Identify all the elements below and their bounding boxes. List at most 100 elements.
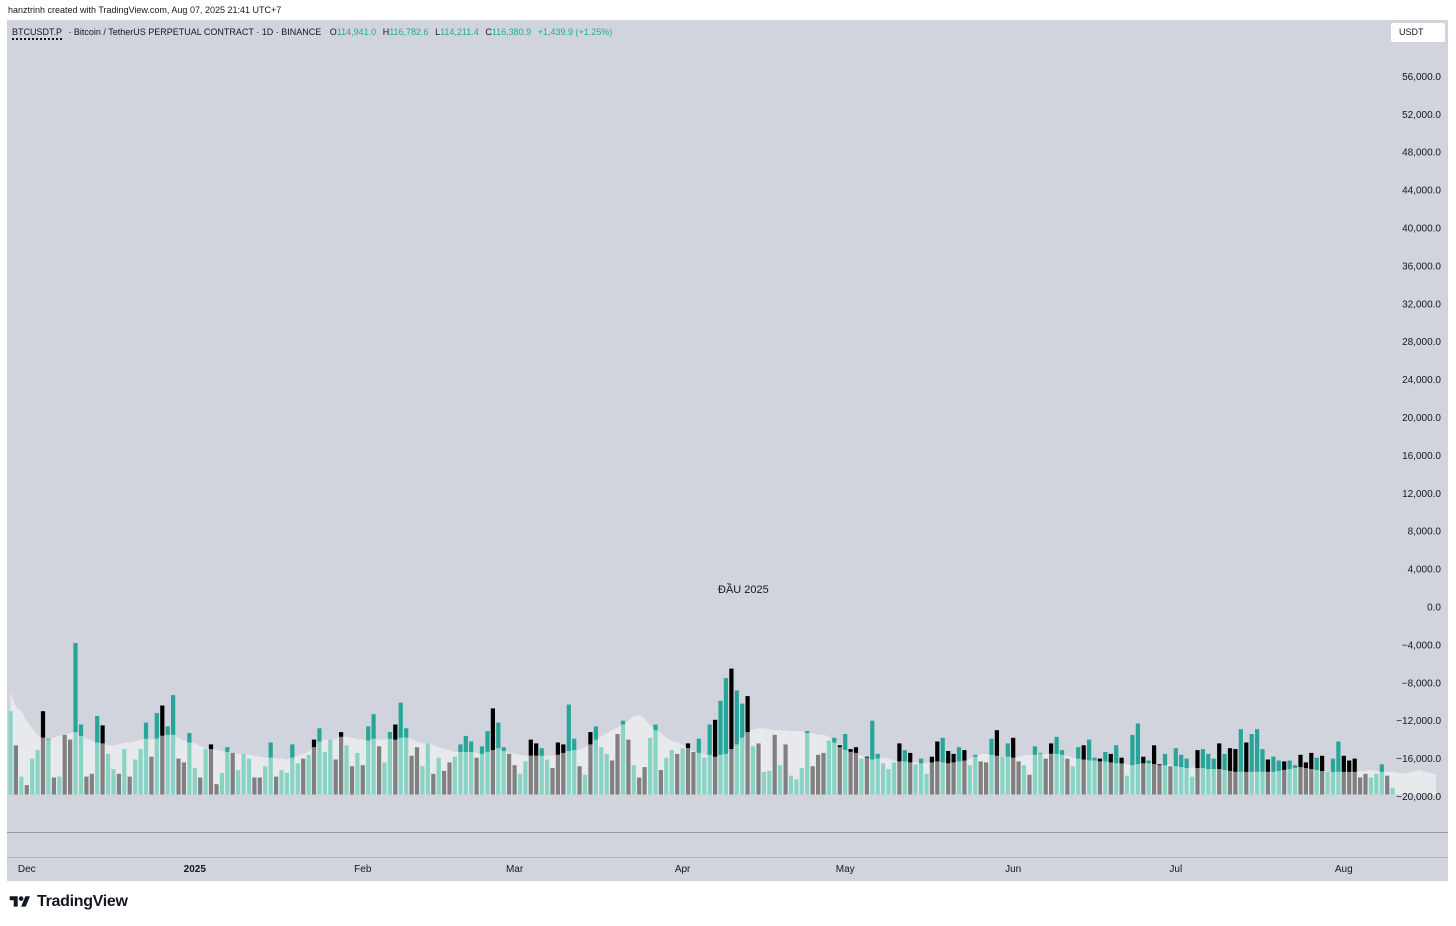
- volume-bar-excess: [707, 724, 712, 755]
- volume-bar: [214, 784, 219, 795]
- chart-frame[interactable]: 56,000.0 52,000.0 48,000.0 44,000.0 40,000.0…: [7, 20, 1448, 881]
- volume-bar: [1368, 777, 1373, 795]
- volume-bar-excess: [1352, 758, 1357, 772]
- volume-bar: [463, 752, 468, 795]
- volume-bar: [1265, 771, 1270, 795]
- volume-bar: [1238, 771, 1243, 795]
- volume-bar: [848, 752, 853, 795]
- volume-bar: [550, 768, 555, 795]
- volume-bar: [507, 753, 512, 795]
- volume-bar: [1190, 776, 1195, 795]
- volume-bar-excess: [165, 726, 170, 735]
- volume-bar-excess: [463, 735, 468, 752]
- volume-bar-excess: [956, 747, 962, 762]
- volume-bar: [929, 762, 934, 795]
- volume-bar: [675, 753, 680, 795]
- volume-bar: [1206, 769, 1211, 795]
- volume-bar: [339, 736, 344, 795]
- volume-bar: [956, 761, 962, 795]
- volume-bar-excess: [469, 741, 474, 752]
- volume-bar: [1303, 768, 1308, 795]
- volume-bar: [138, 749, 143, 795]
- volume-bar: [1363, 773, 1368, 795]
- close-label: C: [485, 27, 492, 37]
- volume-bar: [572, 750, 577, 795]
- volume-bar-excess: [1287, 760, 1292, 769]
- close-value: 116,380.9: [491, 27, 532, 37]
- volume-bar: [1217, 769, 1222, 795]
- volume-bar-excess: [696, 738, 701, 753]
- volume-bar-excess: [1152, 745, 1157, 765]
- volume-bar: [236, 770, 241, 795]
- volume-bar: [143, 738, 149, 795]
- volume-bar-excess: [908, 752, 913, 763]
- symbol-name[interactable]: BTCUSDT.P: [12, 27, 62, 40]
- volume-bar-excess: [740, 703, 745, 738]
- volume-bar: [1097, 761, 1102, 795]
- y-tick-label: 8,000.0: [1408, 527, 1442, 538]
- tradingview-logo[interactable]: TradingView: [9, 893, 128, 911]
- volume-bar: [859, 758, 864, 795]
- volume-bar: [707, 754, 712, 795]
- volume-bar: [1233, 771, 1238, 795]
- volume-bar: [442, 770, 447, 795]
- volume-bar: [230, 752, 235, 795]
- volume-bar: [160, 735, 165, 795]
- y-tick-label: 40,000.0: [1402, 224, 1441, 235]
- volume-bar: [198, 777, 203, 795]
- volume-bar: [512, 765, 517, 795]
- volume-bar: [723, 753, 728, 795]
- volume-bar: [978, 761, 983, 795]
- volume-bar: [750, 746, 756, 795]
- volume-bar-excess: [366, 726, 371, 741]
- pane-separator[interactable]: [7, 832, 1448, 833]
- volume-bar: [1059, 754, 1065, 795]
- volume-bar: [1054, 753, 1059, 795]
- volume-bar: [377, 746, 382, 795]
- volume-bar: [187, 742, 192, 795]
- volume-bar: [127, 776, 132, 795]
- volume-bar-excess: [1173, 748, 1178, 767]
- volume-chart[interactable]: 56,000.0 52,000.0 48,000.0 44,000.0 40,000.0…: [7, 20, 1448, 881]
- x-tick-label: Feb: [354, 864, 372, 875]
- volume-bar: [886, 769, 891, 795]
- volume-bar: [301, 758, 306, 795]
- volume-bar-excess: [1059, 750, 1065, 755]
- y-tick-label: 16,000.0: [1402, 451, 1441, 462]
- volume-bar-excess: [485, 731, 490, 752]
- currency-badge[interactable]: USDT: [1391, 23, 1445, 42]
- volume-bar-excess: [946, 751, 951, 764]
- volume-bar: [13, 745, 18, 795]
- volume-bar-excess: [734, 690, 739, 745]
- volume-bar-excess: [1303, 762, 1308, 769]
- volume-bar: [1222, 770, 1227, 795]
- volume-bar: [593, 739, 598, 795]
- volume-bar: [1341, 771, 1346, 795]
- volume-bar-excess: [723, 678, 728, 754]
- volume-bar: [469, 752, 474, 795]
- volume-bar: [30, 758, 35, 795]
- symbol-legend[interactable]: BTCUSDT.P · Bitcoin / TetherUS PERPETUAL…: [12, 27, 612, 40]
- volume-bar-excess: [805, 731, 810, 733]
- volume-bar: [555, 754, 560, 795]
- volume-bar: [805, 733, 810, 795]
- volume-bar-excess: [1222, 753, 1227, 770]
- volume-bar-excess: [187, 733, 192, 743]
- volume-bar: [84, 776, 89, 795]
- volume-bar: [322, 752, 327, 795]
- volume-bar: [577, 766, 582, 795]
- volume-bar: [729, 749, 734, 795]
- volume-bar: [653, 730, 658, 795]
- volume-bar-excess: [1206, 753, 1211, 770]
- volume-bar-excess: [1227, 748, 1233, 771]
- volume-bar-excess: [848, 749, 853, 752]
- volume-bar-excess: [160, 705, 165, 736]
- y-tick-label: 36,000.0: [1402, 261, 1441, 272]
- volume-bar-excess: [371, 714, 376, 739]
- volume-bar-excess: [1282, 761, 1287, 770]
- volume-bar-excess: [1244, 742, 1249, 772]
- volume-average-band: [10, 692, 1436, 795]
- volume-bar-excess: [1314, 757, 1319, 770]
- volume-bar: [1292, 768, 1298, 795]
- y-tick-label: 0.0: [1427, 603, 1441, 614]
